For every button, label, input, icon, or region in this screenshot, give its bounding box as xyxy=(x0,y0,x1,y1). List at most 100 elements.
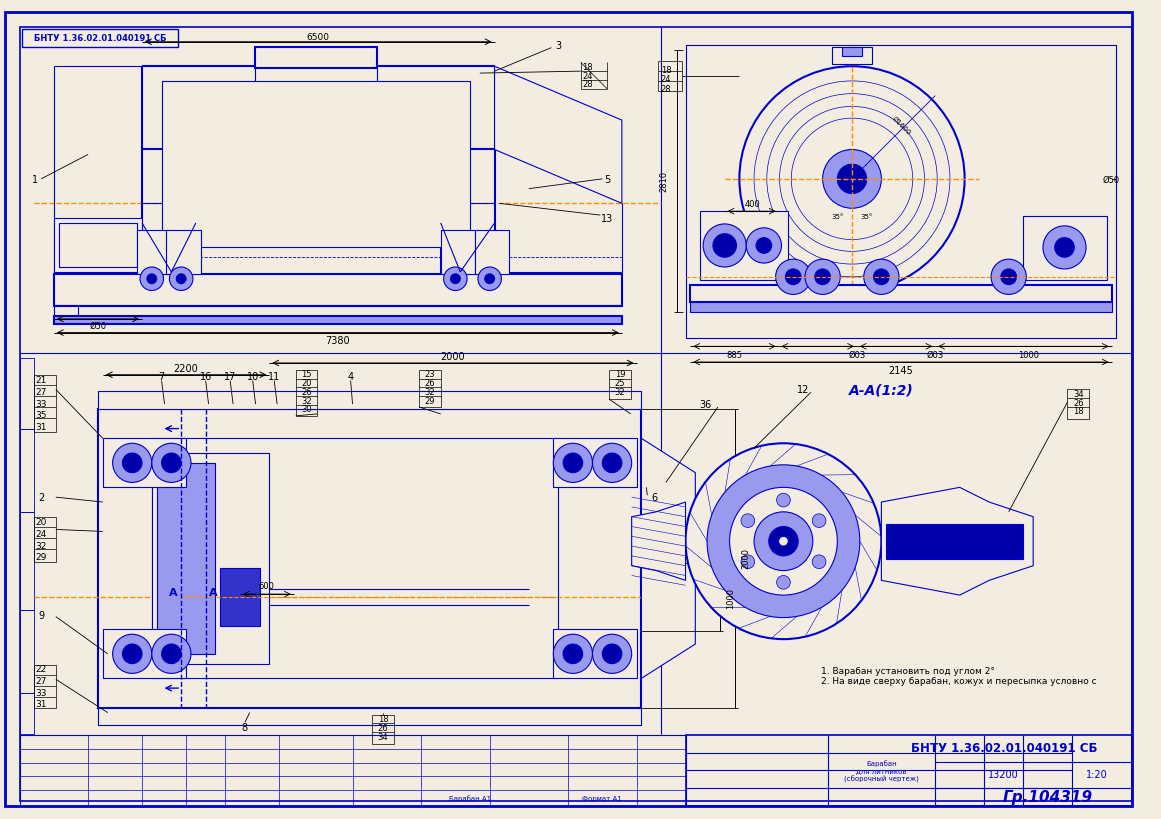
Text: 32: 32 xyxy=(425,387,435,396)
Circle shape xyxy=(563,454,583,473)
Text: 1000: 1000 xyxy=(726,586,735,608)
Text: Ø50: Ø50 xyxy=(1102,175,1119,184)
Circle shape xyxy=(161,645,181,664)
Circle shape xyxy=(713,234,736,258)
Text: 3: 3 xyxy=(555,41,561,51)
Bar xyxy=(20,610,35,693)
Circle shape xyxy=(450,274,460,284)
Text: 9: 9 xyxy=(38,610,44,620)
Circle shape xyxy=(603,645,622,664)
Bar xyxy=(157,464,216,654)
Bar xyxy=(166,230,201,274)
Polygon shape xyxy=(881,488,1033,595)
Text: 27: 27 xyxy=(36,676,46,685)
Text: 1. Варабан установить под углом 2°: 1. Варабан установить под углом 2° xyxy=(821,666,995,675)
Circle shape xyxy=(805,260,841,295)
Bar xyxy=(98,708,642,726)
Text: Формат А1: Формат А1 xyxy=(583,794,622,801)
Text: 4: 4 xyxy=(347,371,354,381)
Bar xyxy=(554,439,636,488)
Circle shape xyxy=(991,260,1026,295)
Bar xyxy=(554,630,636,678)
Text: 18: 18 xyxy=(661,66,671,75)
Bar xyxy=(20,735,685,806)
Bar xyxy=(137,230,172,274)
Circle shape xyxy=(147,274,157,284)
Bar xyxy=(475,230,510,274)
Text: 18: 18 xyxy=(377,714,388,723)
Text: 33: 33 xyxy=(35,688,46,697)
Bar xyxy=(53,219,142,273)
Text: 31: 31 xyxy=(35,423,46,432)
Text: Барабан А1: Барабан А1 xyxy=(449,794,491,801)
Text: 11: 11 xyxy=(268,371,280,381)
Circle shape xyxy=(563,645,583,664)
Text: 35: 35 xyxy=(35,411,46,420)
Text: 2000: 2000 xyxy=(440,351,464,362)
Text: 5: 5 xyxy=(604,174,611,184)
Bar xyxy=(886,524,1023,559)
Text: 885: 885 xyxy=(727,351,743,360)
Bar xyxy=(59,224,137,268)
Text: 6500: 6500 xyxy=(307,34,330,43)
Text: 600: 600 xyxy=(259,581,274,590)
Text: 1: 1 xyxy=(33,174,38,184)
Text: 24: 24 xyxy=(36,529,46,538)
Text: 2: 2 xyxy=(38,492,44,503)
Circle shape xyxy=(485,274,495,284)
Text: 23: 23 xyxy=(425,370,435,378)
Text: 29: 29 xyxy=(425,396,435,405)
Polygon shape xyxy=(632,502,685,581)
Text: 2. На виде сверху барабан, кожух и пересыпка условно с: 2. На виде сверху барабан, кожух и перес… xyxy=(821,676,1096,686)
Text: А-А(1:2): А-А(1:2) xyxy=(849,383,914,397)
Text: 26: 26 xyxy=(425,378,435,387)
Circle shape xyxy=(444,268,467,291)
Text: 6: 6 xyxy=(651,492,657,503)
Text: Гр.104319: Гр.104319 xyxy=(1003,790,1093,804)
Text: 31: 31 xyxy=(35,699,46,708)
Circle shape xyxy=(756,238,772,254)
Bar xyxy=(152,439,558,678)
Text: БНТУ 1.36.02.01.040191 СБ: БНТУ 1.36.02.01.040191 СБ xyxy=(910,741,1097,754)
Text: 12: 12 xyxy=(796,385,809,395)
Circle shape xyxy=(741,555,755,569)
Circle shape xyxy=(554,635,592,673)
Text: 35°: 35° xyxy=(860,214,873,219)
Text: 34: 34 xyxy=(1073,389,1083,398)
Bar xyxy=(1067,390,1089,419)
Text: Барабан
для литников
(сборочный чертеж): Барабан для литников (сборочный чертеж) xyxy=(844,759,918,781)
Text: 24: 24 xyxy=(661,75,671,84)
Text: 33: 33 xyxy=(35,399,46,408)
Bar xyxy=(20,359,35,429)
Bar xyxy=(221,568,260,627)
Text: 16: 16 xyxy=(200,371,211,381)
Bar xyxy=(35,665,56,708)
Text: 10: 10 xyxy=(246,371,259,381)
Bar xyxy=(22,30,179,48)
Text: 32: 32 xyxy=(36,541,46,550)
Circle shape xyxy=(592,635,632,673)
Circle shape xyxy=(777,576,791,590)
Text: 7380: 7380 xyxy=(325,336,351,346)
Text: Ø03: Ø03 xyxy=(926,351,944,360)
Bar xyxy=(161,82,470,248)
Circle shape xyxy=(755,512,813,571)
Text: Ø1600: Ø1600 xyxy=(890,115,911,136)
Text: 32: 32 xyxy=(614,387,626,396)
Circle shape xyxy=(785,269,801,285)
Bar xyxy=(685,735,1132,806)
Circle shape xyxy=(707,465,860,618)
Text: 30: 30 xyxy=(301,405,312,414)
Text: 34: 34 xyxy=(377,731,388,740)
Text: А: А xyxy=(170,587,178,597)
Text: 28: 28 xyxy=(661,85,671,94)
Circle shape xyxy=(113,444,152,483)
Circle shape xyxy=(170,268,193,291)
Text: 13: 13 xyxy=(601,214,613,224)
Text: 1000: 1000 xyxy=(1018,351,1039,360)
Bar xyxy=(35,517,56,562)
Bar xyxy=(103,439,186,488)
Text: 22: 22 xyxy=(36,664,46,673)
Bar xyxy=(152,454,269,664)
Bar xyxy=(691,285,1111,303)
